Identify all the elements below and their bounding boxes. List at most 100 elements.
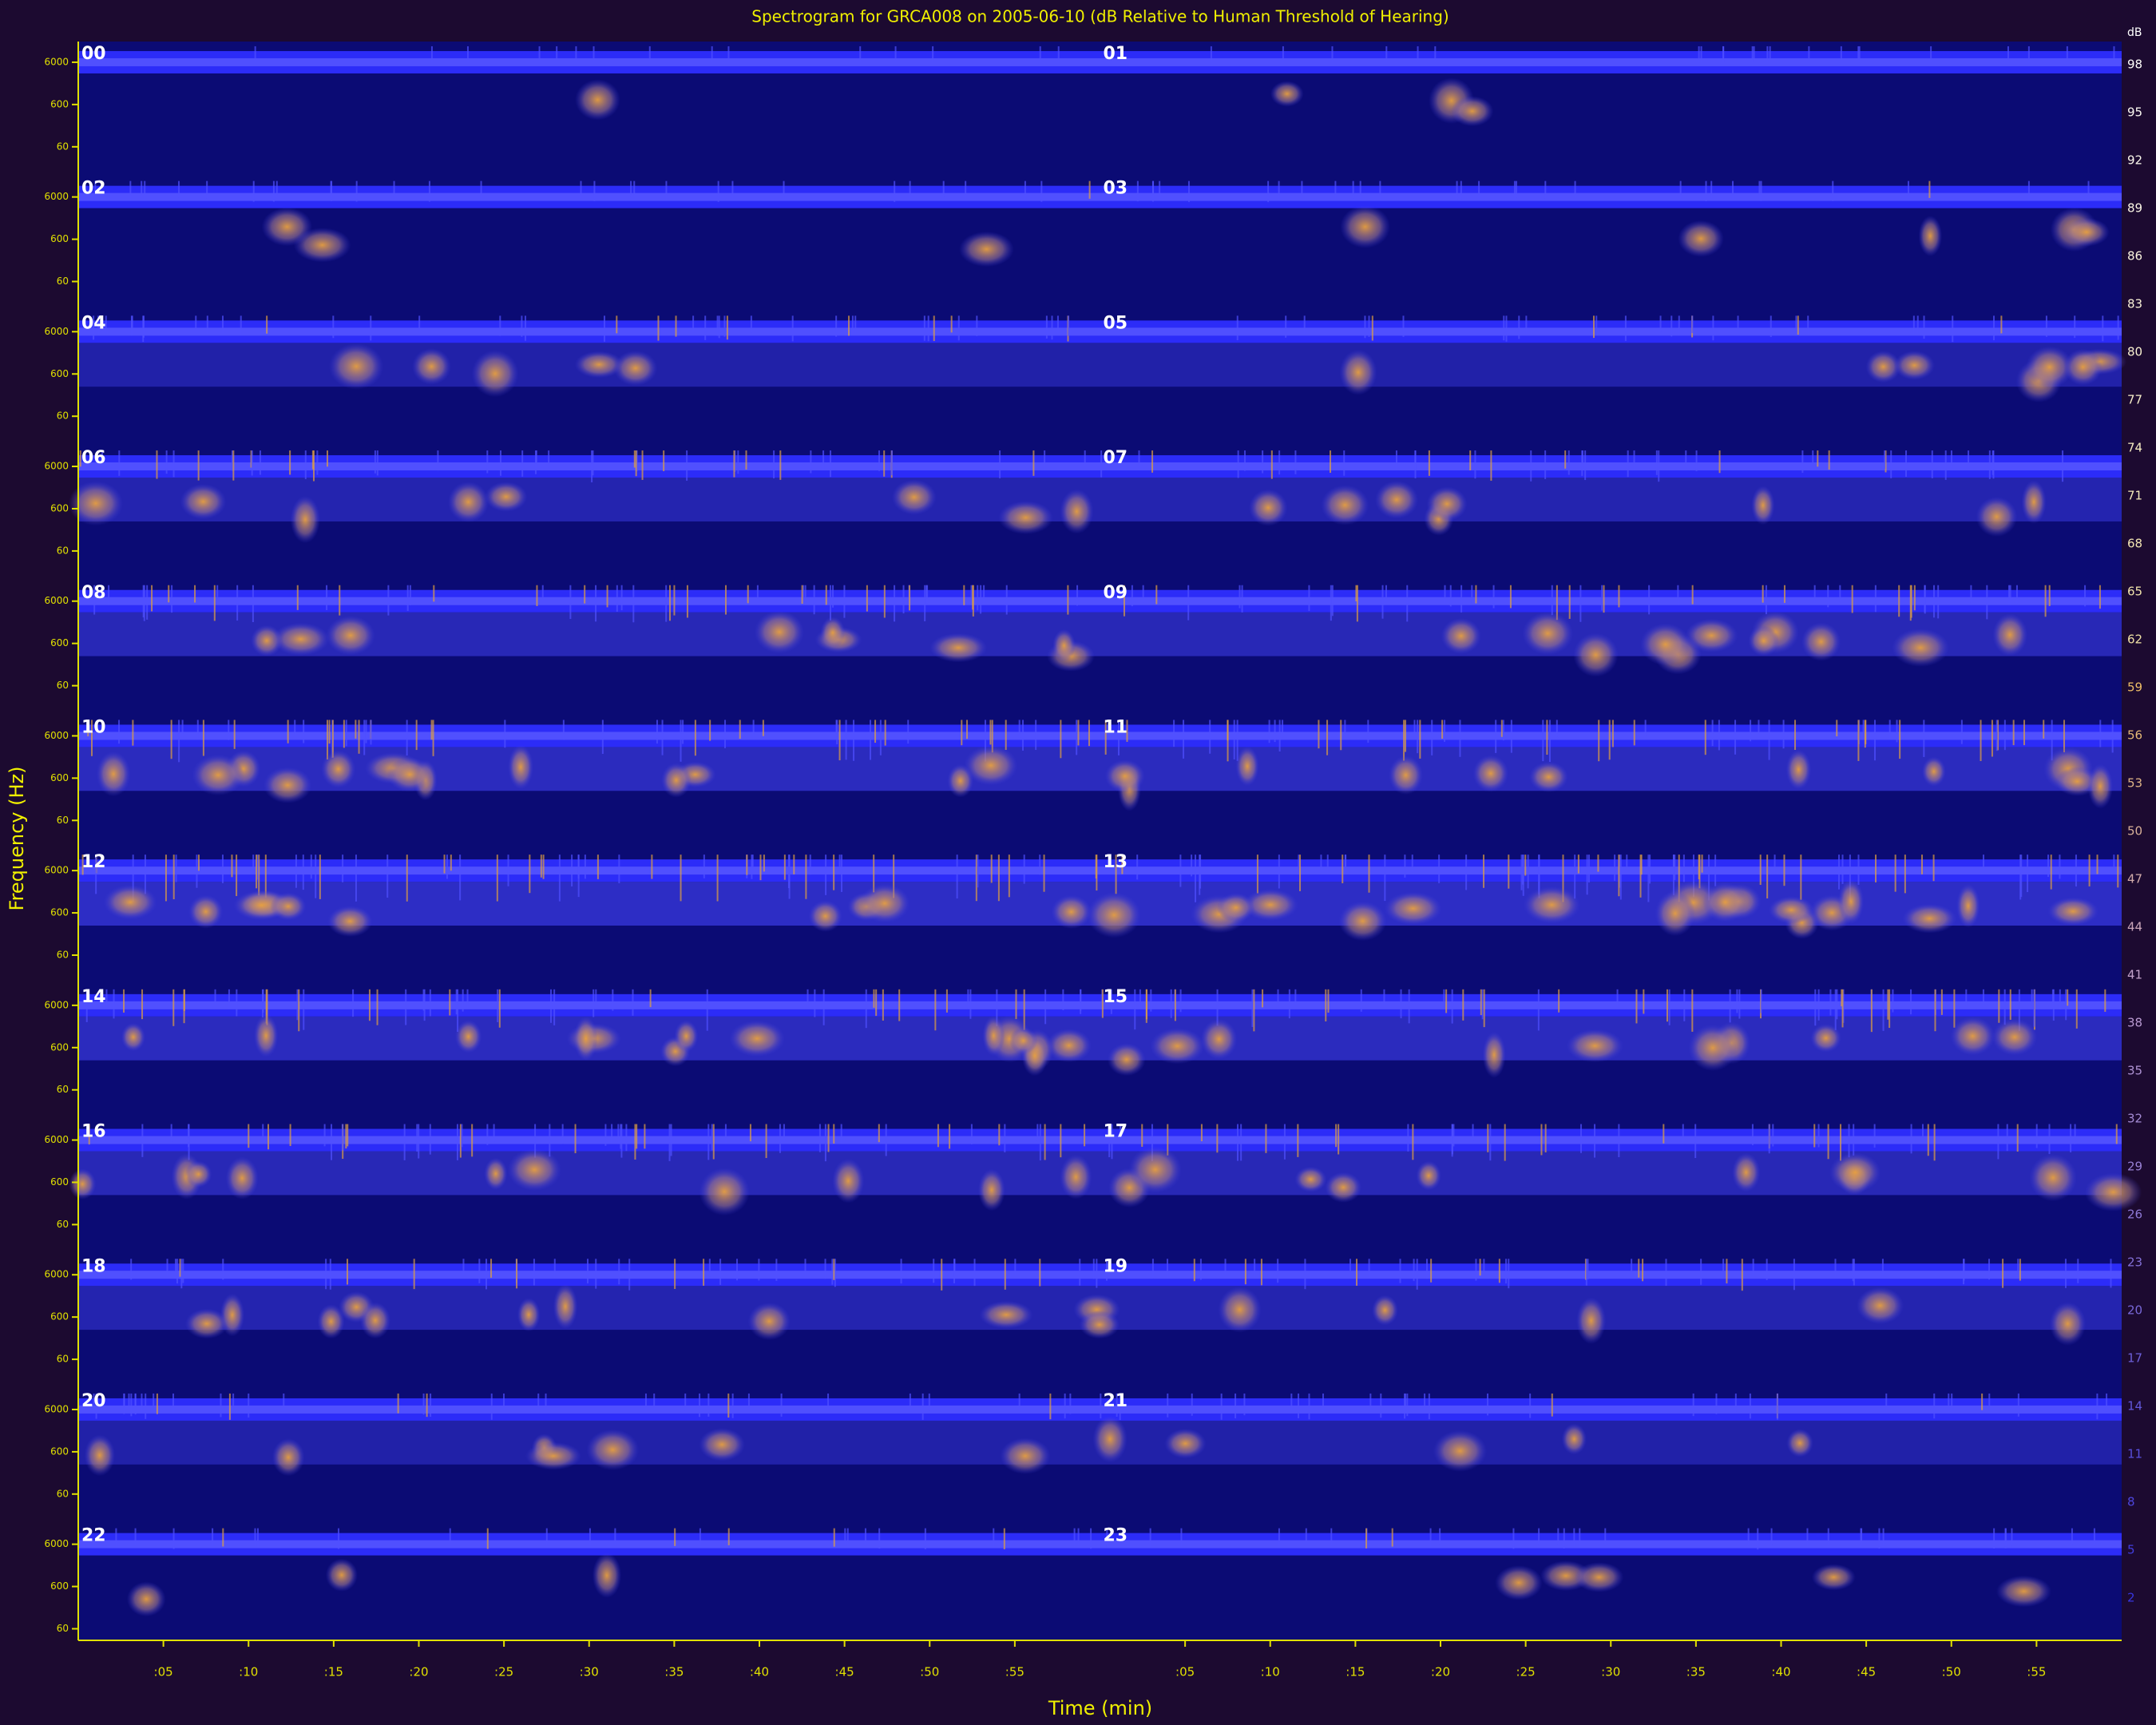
streak [1808,46,1810,62]
streak [1170,989,1172,1018]
streak [885,1124,887,1156]
streak [232,1393,235,1412]
blob [1702,882,1748,922]
blob [270,892,307,921]
streak [172,450,175,478]
streak [977,585,979,611]
band-core [78,1001,2122,1009]
blob [1433,1430,1488,1472]
streak [141,180,143,198]
streak [319,855,321,899]
streak [312,450,315,482]
streak [275,180,278,198]
streak [965,180,967,200]
streak [1817,450,1819,467]
band-core [78,866,2122,875]
streak [1039,1259,1041,1287]
streak [2106,1393,2108,1412]
streak [724,585,727,615]
y-tick-label: 6000 [44,191,69,202]
streak [316,450,319,475]
streak [909,585,911,611]
streak [1682,1124,1684,1144]
blob [317,1304,345,1339]
streak [898,989,901,1021]
streak [670,1124,672,1156]
streak [1618,585,1620,608]
streak [1413,1259,1415,1282]
streak [562,720,565,740]
streak [1899,720,1901,759]
blob [360,1302,391,1339]
streak [130,1393,133,1417]
streak [727,1528,730,1545]
streak [325,1259,327,1290]
streak [105,989,108,1009]
streak [1965,989,1968,1006]
streak [449,989,451,1016]
streak [1769,46,1771,62]
streak [1044,1124,1046,1160]
streak [843,585,846,618]
streak [1277,989,1279,1005]
streak [773,450,775,479]
streak [832,585,834,608]
streak [1145,989,1147,1020]
streak [1352,180,1354,199]
streak [256,1528,259,1548]
streak [1708,855,1710,901]
streak [574,1124,577,1154]
streak [2064,1259,2067,1288]
streak [240,315,242,335]
blob [1000,1438,1051,1474]
y-tick-label: 60 [57,1488,69,1499]
hour-label: 07 [1104,448,1128,468]
streak [618,1259,620,1285]
streak [363,720,366,755]
streak [1940,989,1943,1015]
streak [577,855,580,898]
streak [717,180,719,202]
streak [783,855,786,880]
band-core [78,597,2122,605]
colorbar-tick-label: 41 [2127,968,2142,982]
streak [1587,855,1590,883]
streak [1449,585,1452,607]
streak [1417,46,1419,62]
y-tick-label: 60 [57,680,69,691]
streak [758,1259,760,1281]
blob [507,1148,561,1191]
streak [1732,180,1734,200]
colorbar-label: dB [2127,26,2142,39]
blob [1976,496,2018,537]
colorbar-tick-label: 53 [2127,776,2142,791]
streak [352,989,355,1017]
streak [1428,1393,1430,1420]
streak [128,1393,130,1412]
streak [1592,315,1595,339]
streak [1884,450,1886,470]
streak [759,855,762,881]
streak [706,989,708,1031]
blob [263,767,312,803]
colorbar-tick-label: 80 [2127,345,2142,359]
streak [2075,855,2077,887]
streak [1429,1528,1432,1546]
streak [1151,1259,1154,1279]
streak [2066,46,2068,62]
streak [1209,720,1211,754]
streak [970,1124,973,1144]
streak [1814,989,1817,1026]
blob [1829,1152,1881,1192]
streak [1080,989,1082,1011]
blob [1785,749,1812,790]
streak [864,1528,866,1546]
streak [1391,1528,1393,1547]
streak [1039,855,1041,875]
y-tick-label: 60 [57,276,69,287]
streak [1462,989,1464,1021]
streak [422,1393,425,1415]
streak [405,989,407,1025]
blob [1751,486,1775,525]
streak [1874,585,1877,613]
